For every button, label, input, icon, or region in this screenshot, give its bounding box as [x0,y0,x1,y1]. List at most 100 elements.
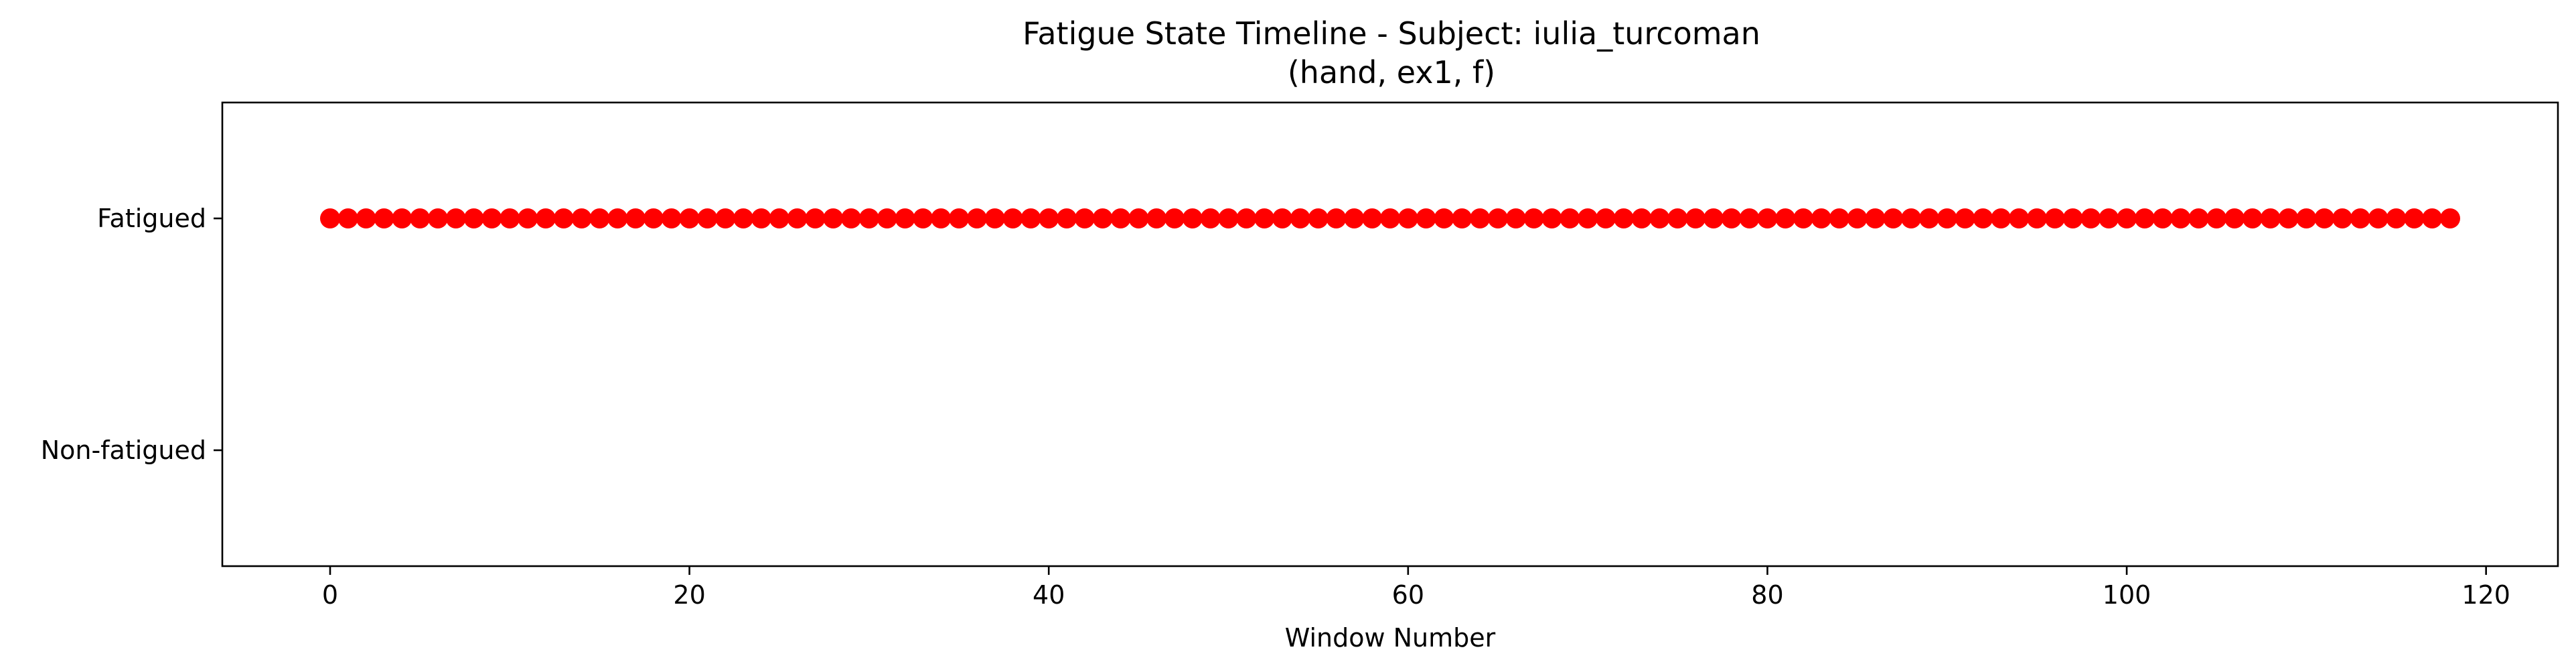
data-point [337,208,358,228]
data-point [2278,208,2299,228]
y-tick-label: Non-fatigued [41,435,206,465]
data-point [2009,208,2030,228]
data-point [1631,208,1652,228]
data-point [1039,208,1059,228]
data-point [2368,208,2389,228]
data-point [1200,208,1221,228]
x-tick-label: 120 [2461,580,2510,610]
data-point [1128,208,1149,228]
data-point [2206,208,2227,228]
data-point [1164,208,1185,228]
data-point [1020,208,1041,228]
data-point [913,208,933,228]
data-point [1272,208,1293,228]
data-point [1308,208,1329,228]
data-point [481,208,502,228]
data-point [1667,208,1688,228]
x-axis-label: Window Number [1285,623,1496,653]
data-point [2062,208,2083,228]
data-point [1829,208,1849,228]
data-point [1505,208,1526,228]
data-point [1811,208,1831,228]
x-tick-label: 20 [673,580,705,610]
data-point [877,208,897,228]
data-points [319,208,2461,228]
data-point [1146,208,1167,228]
data-point [2188,208,2209,228]
data-point [1703,208,1724,228]
data-point [2152,208,2173,228]
data-point [1074,208,1095,228]
data-point [1865,208,1886,228]
data-point [984,208,1005,228]
data-point [1452,208,1472,228]
data-point [1487,208,1508,228]
data-point [1236,208,1257,228]
data-point [1326,208,1347,228]
data-point [751,208,771,228]
data-point [1937,208,1957,228]
data-point [895,208,915,228]
data-point [2242,208,2263,228]
data-point [2134,208,2155,228]
y-tick-label: Fatigued [97,204,206,233]
data-point [1578,208,1598,228]
data-point [1110,208,1131,228]
data-point [356,208,376,228]
data-point [2386,208,2407,228]
data-point [553,208,574,228]
data-point [2117,208,2137,228]
data-point [1901,208,1922,228]
data-point [2314,208,2335,228]
plot-frame [221,101,2559,567]
data-point [607,208,628,228]
data-point [1523,208,1544,228]
data-point [427,208,448,228]
x-tick-label: 80 [1751,580,1783,610]
y-axis: Fatigued Non-fatigued [41,204,222,465]
data-point [931,208,952,228]
data-point [589,208,610,228]
data-point [1254,208,1275,228]
data-point [1057,208,1077,228]
data-point [2440,208,2461,228]
data-point [715,208,736,228]
data-point [2260,208,2281,228]
data-point [823,208,844,228]
data-point [1560,208,1580,228]
data-point [1416,208,1436,228]
data-point [733,208,754,228]
data-point [1685,208,1706,228]
data-point [410,208,431,228]
data-point [805,208,826,228]
data-point [2422,208,2443,228]
data-point [1182,208,1203,228]
data-point [1002,208,1023,228]
data-point [2332,208,2353,228]
x-tick-label: 40 [1033,580,1065,610]
data-point [518,208,538,228]
data-point [1847,208,1868,228]
data-point [661,208,682,228]
x-tick-label: 0 [322,580,338,610]
data-point [643,208,664,228]
data-point [1793,208,1814,228]
chart-title: Fatigue State Timeline - Subject: iulia_… [1022,15,1760,52]
data-point [1918,208,1939,228]
data-point [1290,208,1310,228]
data-point [1991,208,2012,228]
data-point [1595,208,1616,228]
data-point [2099,208,2119,228]
data-point [1649,208,1670,228]
data-point [1470,208,1491,228]
x-axis: 0 20 40 60 80 100 120 [322,566,2510,610]
data-point [1883,208,1904,228]
data-point [2296,208,2317,228]
data-point [2404,208,2425,228]
data-point [2026,208,2047,228]
data-point [2350,208,2370,228]
chart-subtitle: (hand, ex1, f) [1288,54,1495,90]
data-point [858,208,879,228]
